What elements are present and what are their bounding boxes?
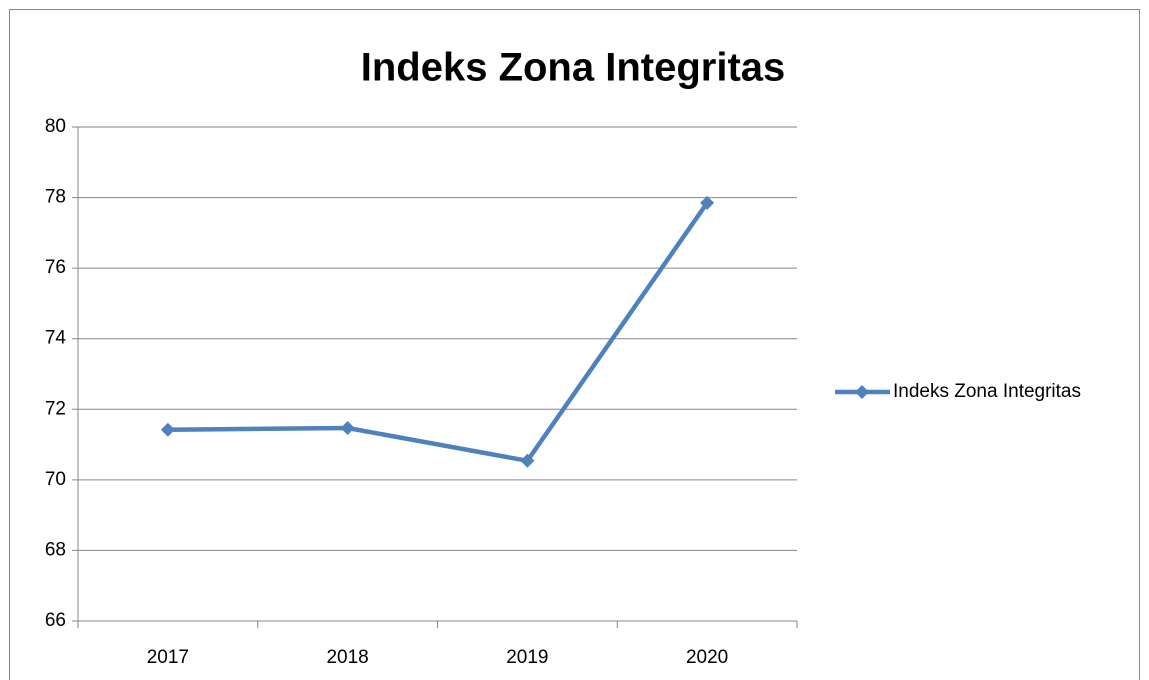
marker — [340, 420, 355, 435]
y-tick-label: 76 — [45, 257, 66, 278]
marker — [160, 422, 175, 437]
y-tick-label: 74 — [45, 328, 67, 349]
series-line — [167, 201, 709, 464]
y-tick-label: 72 — [45, 398, 66, 419]
y-tick-label: 78 — [45, 187, 66, 208]
y-tick-label: 68 — [45, 539, 66, 560]
legend-marker — [855, 385, 869, 399]
y-tick-label: 66 — [45, 610, 66, 631]
x-tick-label: 2020 — [686, 647, 728, 668]
y-tick-label: 80 — [45, 116, 66, 137]
marker — [520, 453, 535, 468]
y-tick-label: 70 — [45, 469, 66, 490]
chart-title: Indeks Zona Integritas — [361, 46, 786, 90]
x-tick-label: 2018 — [326, 647, 368, 668]
legend-label: Indeks Zona Integritas — [893, 381, 1081, 402]
x-tick-label: 2019 — [506, 647, 548, 668]
chart-border — [9, 9, 1140, 680]
marker — [700, 195, 715, 210]
x-tick-label: 2017 — [147, 647, 189, 668]
